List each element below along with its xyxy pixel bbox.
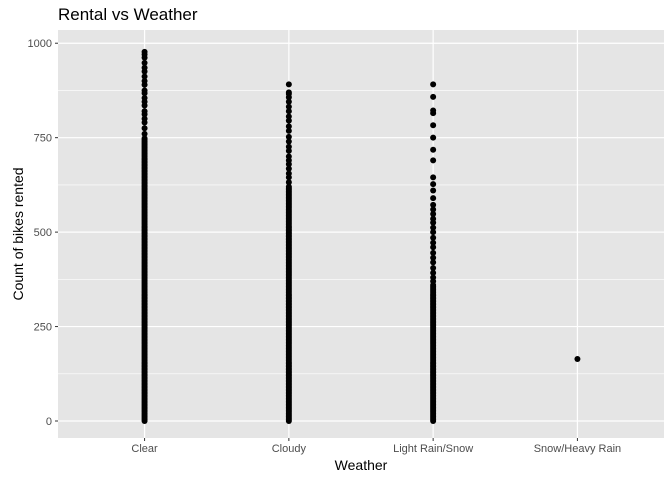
data-point xyxy=(430,224,437,231)
data-point xyxy=(285,183,292,190)
data-point xyxy=(285,108,292,115)
data-points xyxy=(141,48,581,424)
minor-gridlines xyxy=(58,90,664,375)
y-tick-label: 250 xyxy=(34,322,52,334)
data-point xyxy=(430,210,437,217)
data-point xyxy=(430,249,437,256)
data-point xyxy=(141,73,148,80)
plot-panel xyxy=(58,30,664,438)
data-point xyxy=(285,153,292,160)
data-point xyxy=(285,133,292,140)
data-point xyxy=(430,181,437,188)
x-tick-label: Snow/Heavy Rain xyxy=(534,443,621,455)
chart-title: Rental vs Weather xyxy=(58,5,198,24)
data-point xyxy=(285,127,292,134)
data-point xyxy=(430,259,437,266)
x-tick-label: Clear xyxy=(131,443,158,455)
data-point xyxy=(285,89,292,96)
data-point xyxy=(285,147,292,154)
data-point xyxy=(430,107,437,114)
data-point xyxy=(574,356,581,363)
data-point xyxy=(285,138,292,145)
data-point xyxy=(430,195,437,202)
axis-ticks xyxy=(55,42,578,441)
y-tick-label: 0 xyxy=(46,416,52,428)
data-point xyxy=(141,78,148,84)
y-axis-title: Count of bikes rented xyxy=(10,167,26,300)
data-point xyxy=(430,215,437,222)
y-tick-label: 750 xyxy=(34,133,52,145)
data-point xyxy=(430,274,437,281)
data-point xyxy=(285,123,292,130)
data-point xyxy=(141,108,148,115)
tick-labels: 0 250 500 750 1000 Clear Cloudy Light Rain/Snow… xyxy=(28,38,622,455)
data-point xyxy=(141,130,148,137)
data-point xyxy=(285,113,292,120)
data-point xyxy=(141,135,148,142)
data-point xyxy=(430,201,437,208)
data-point xyxy=(430,122,437,129)
data-point xyxy=(430,93,437,100)
data-point xyxy=(141,115,148,122)
x-tick-label: Light Rain/Snow xyxy=(393,443,473,455)
data-point xyxy=(430,239,437,246)
data-point xyxy=(141,59,148,66)
x-tick-label: Cloudy xyxy=(272,443,307,455)
data-point xyxy=(430,157,437,164)
x-axis-title: Weather xyxy=(335,457,388,473)
data-point xyxy=(430,146,437,153)
data-point xyxy=(430,174,437,181)
data-point xyxy=(285,143,292,150)
data-point xyxy=(430,265,437,271)
data-point xyxy=(141,64,148,71)
data-point xyxy=(430,244,437,251)
data-point xyxy=(285,170,292,177)
data-point xyxy=(285,98,292,105)
data-point xyxy=(141,48,148,55)
data-point xyxy=(285,117,292,124)
data-point xyxy=(285,81,292,88)
data-point xyxy=(430,81,437,88)
data-point xyxy=(430,269,437,276)
data-point xyxy=(285,179,292,186)
data-point xyxy=(141,87,148,94)
data-point xyxy=(430,206,437,213)
data-point xyxy=(430,254,437,261)
data-point xyxy=(430,134,437,141)
y-tick-label: 500 xyxy=(34,227,52,239)
data-point xyxy=(430,229,437,236)
data-point xyxy=(430,187,437,194)
y-tick-label: 1000 xyxy=(28,38,52,50)
data-point xyxy=(141,95,148,101)
data-point xyxy=(141,125,148,132)
data-point xyxy=(430,234,437,241)
data-point xyxy=(285,165,292,172)
data-point xyxy=(285,103,292,110)
